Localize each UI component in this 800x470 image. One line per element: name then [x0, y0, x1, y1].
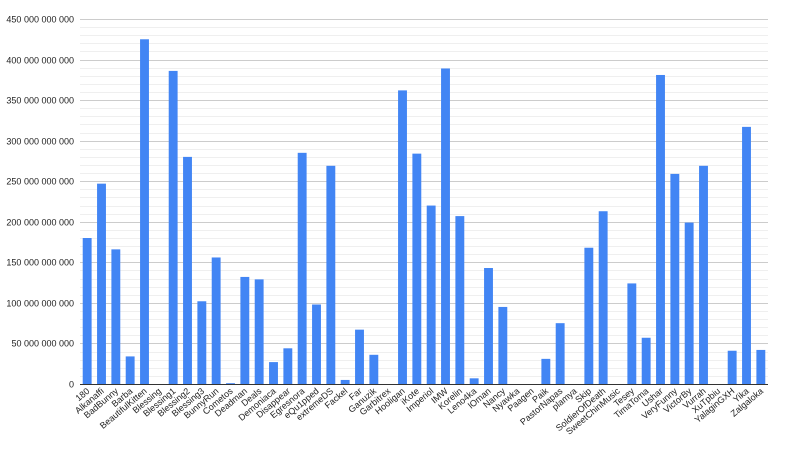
y-tick-label: 400 000 000 000	[6, 56, 74, 66]
bar-demoniaca	[269, 362, 278, 384]
bar-180	[82, 238, 92, 384]
bar-skip	[584, 247, 594, 384]
bar-soldierofdeath	[598, 211, 608, 384]
bar-vurrah	[699, 165, 708, 384]
bar-pastornapas	[555, 323, 565, 384]
bar-badbunny	[111, 249, 121, 384]
bar-blessing2	[183, 156, 192, 384]
bar-cometos	[226, 383, 235, 384]
bars	[82, 39, 766, 384]
y-tick-label: 250 000 000 000	[6, 177, 74, 187]
bar-fackel	[340, 379, 350, 384]
y-tick-label: 450 000 000 000	[6, 15, 74, 25]
bar-blessing3	[197, 301, 207, 384]
bar-paik	[541, 358, 551, 384]
bar-bunnyrun	[211, 257, 221, 384]
bar-yika	[742, 126, 751, 384]
bar-timatoma	[641, 337, 651, 384]
bar-extremeds	[326, 165, 336, 384]
bar-ikote	[412, 153, 422, 384]
bar-beautifulkitten	[140, 39, 149, 384]
bar-imw	[441, 68, 450, 384]
bar-barba	[125, 356, 135, 384]
bar-zalgaloka	[756, 349, 766, 384]
bar-loman	[484, 268, 493, 384]
y-tick-label: 300 000 000 000	[6, 137, 74, 147]
bar-hooligan	[398, 90, 407, 384]
bar-victorby	[684, 222, 694, 384]
bar-tesey	[627, 283, 637, 384]
bar-blessing1	[168, 70, 178, 384]
bar-korelin	[455, 216, 465, 384]
y-tick-label: 50 000 000 000	[11, 339, 74, 349]
bar-egresnora	[297, 152, 307, 384]
y-tick-label: 350 000 000 000	[6, 96, 74, 106]
bar-ganuzik	[369, 354, 379, 384]
bar-leno4ka	[469, 378, 479, 384]
y-axis-tick-labels: 0 50 000 000 000 100 000 000 000 150 000 00…	[6, 15, 74, 390]
y-tick-label: 200 000 000 000	[6, 218, 74, 228]
bar-deadman	[240, 276, 250, 384]
bar-yalagingxh	[727, 350, 737, 384]
bar-veryfunny	[670, 173, 680, 384]
bar-imperiol	[426, 205, 436, 384]
bar-nancy	[498, 306, 508, 384]
bar-disappear	[283, 348, 293, 384]
x-axis-category-labels: 180AlkanaffiBadBunnyBarbaBeautifulKitten…	[73, 386, 765, 437]
bar-equ1pped	[312, 304, 321, 384]
y-tick-label: 150 000 000 000	[6, 258, 74, 268]
bar-far	[355, 329, 364, 384]
bar-ushar	[656, 74, 665, 384]
bar-alkanaffi	[97, 183, 106, 384]
y-tick-label: 0	[69, 380, 74, 390]
y-tick-label: 100 000 000 000	[6, 299, 74, 309]
bar-deals	[254, 279, 264, 384]
